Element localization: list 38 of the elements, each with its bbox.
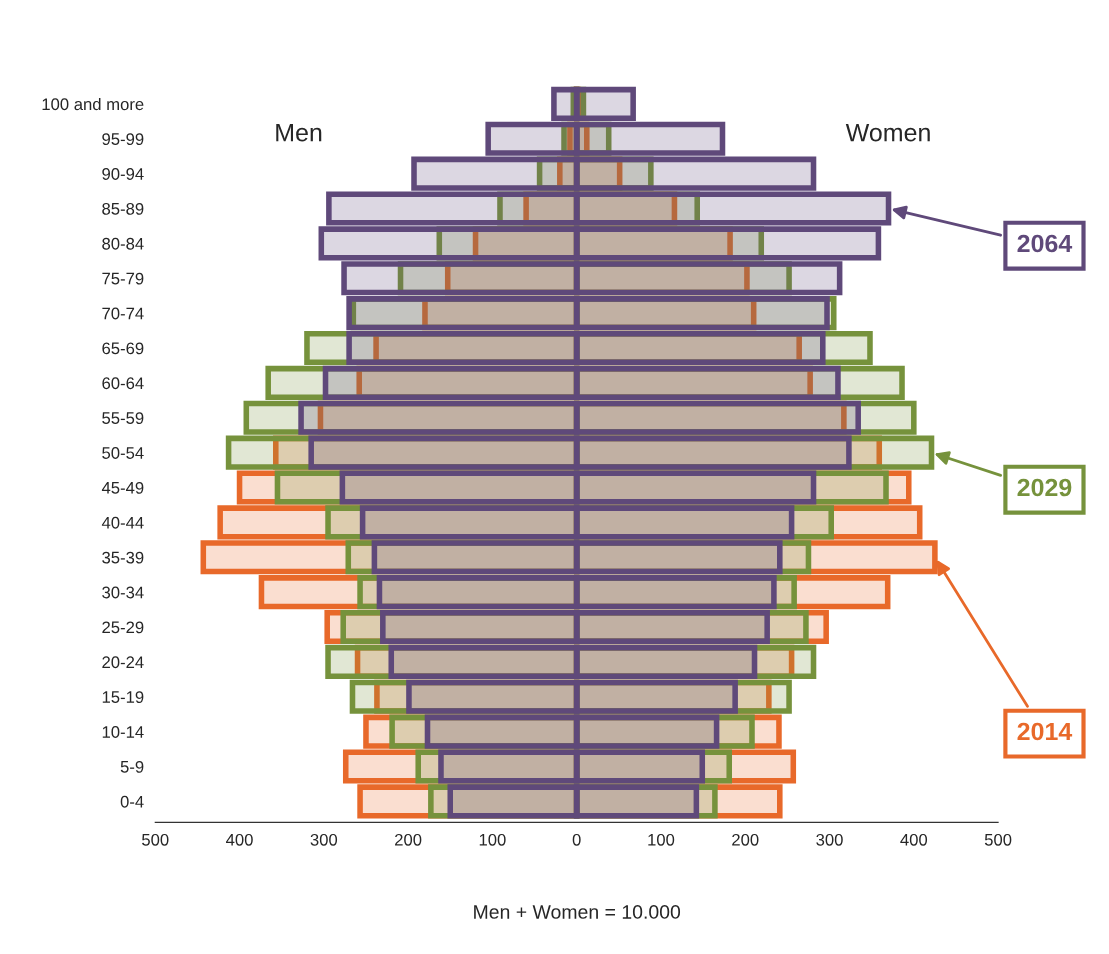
x-tick-label: 100 bbox=[479, 833, 506, 846]
y-tick-label: 20-24 bbox=[102, 656, 144, 669]
x-tick-label: 500 bbox=[142, 833, 169, 846]
x-tick-label: 400 bbox=[900, 833, 928, 846]
y-tick-label: 30-34 bbox=[102, 586, 144, 599]
y-tick-label: 60-64 bbox=[102, 377, 144, 390]
annotation: Women bbox=[845, 124, 930, 142]
y-tick-label: 15-19 bbox=[102, 691, 144, 703]
y-tick-label: 50-54 bbox=[102, 447, 144, 459]
annotation: Men bbox=[276, 124, 322, 142]
y-tick-label: 85-89 bbox=[102, 202, 144, 215]
y-tick-label: 5-9 bbox=[120, 760, 144, 773]
y-tick-label: 10-14 bbox=[102, 726, 144, 738]
y-tick-label: 95-99 bbox=[102, 133, 144, 145]
x-tick-label: 100 bbox=[648, 833, 675, 846]
y-tick-label: 40-44 bbox=[101, 516, 144, 529]
y-tick-label: 0-4 bbox=[120, 795, 144, 808]
y-tick-label: 65-69 bbox=[102, 342, 144, 355]
text: 2064 bbox=[1017, 234, 1073, 253]
x-tick-label: 200 bbox=[732, 833, 759, 846]
x-tick-label: 300 bbox=[310, 833, 338, 846]
y-tick-label: 80-84 bbox=[102, 237, 144, 250]
text: 2014 bbox=[1017, 722, 1073, 741]
text: 2029 bbox=[1017, 478, 1072, 497]
x-tick-label: 200 bbox=[395, 833, 422, 846]
y-tick-label: 35-39 bbox=[102, 551, 144, 564]
y-tick-label: 75-79 bbox=[102, 272, 144, 285]
x-tick-label: 400 bbox=[226, 833, 253, 846]
x-tick-label: 300 bbox=[816, 833, 843, 846]
y-tick-label: 90-94 bbox=[102, 168, 144, 180]
x-tick-label: 0 bbox=[572, 833, 581, 846]
y-tick-label: 25-29 bbox=[102, 621, 144, 634]
x-tick-label: 500 bbox=[984, 833, 1012, 846]
y-tick-label: 45-49 bbox=[101, 481, 144, 494]
y-tick-label: 55-59 bbox=[102, 412, 144, 424]
y-tick-label: 70-74 bbox=[102, 307, 144, 320]
x-axis-title: Men + Women = 10.000 bbox=[474, 905, 681, 919]
y-tick-label: 100 and more bbox=[42, 97, 144, 111]
